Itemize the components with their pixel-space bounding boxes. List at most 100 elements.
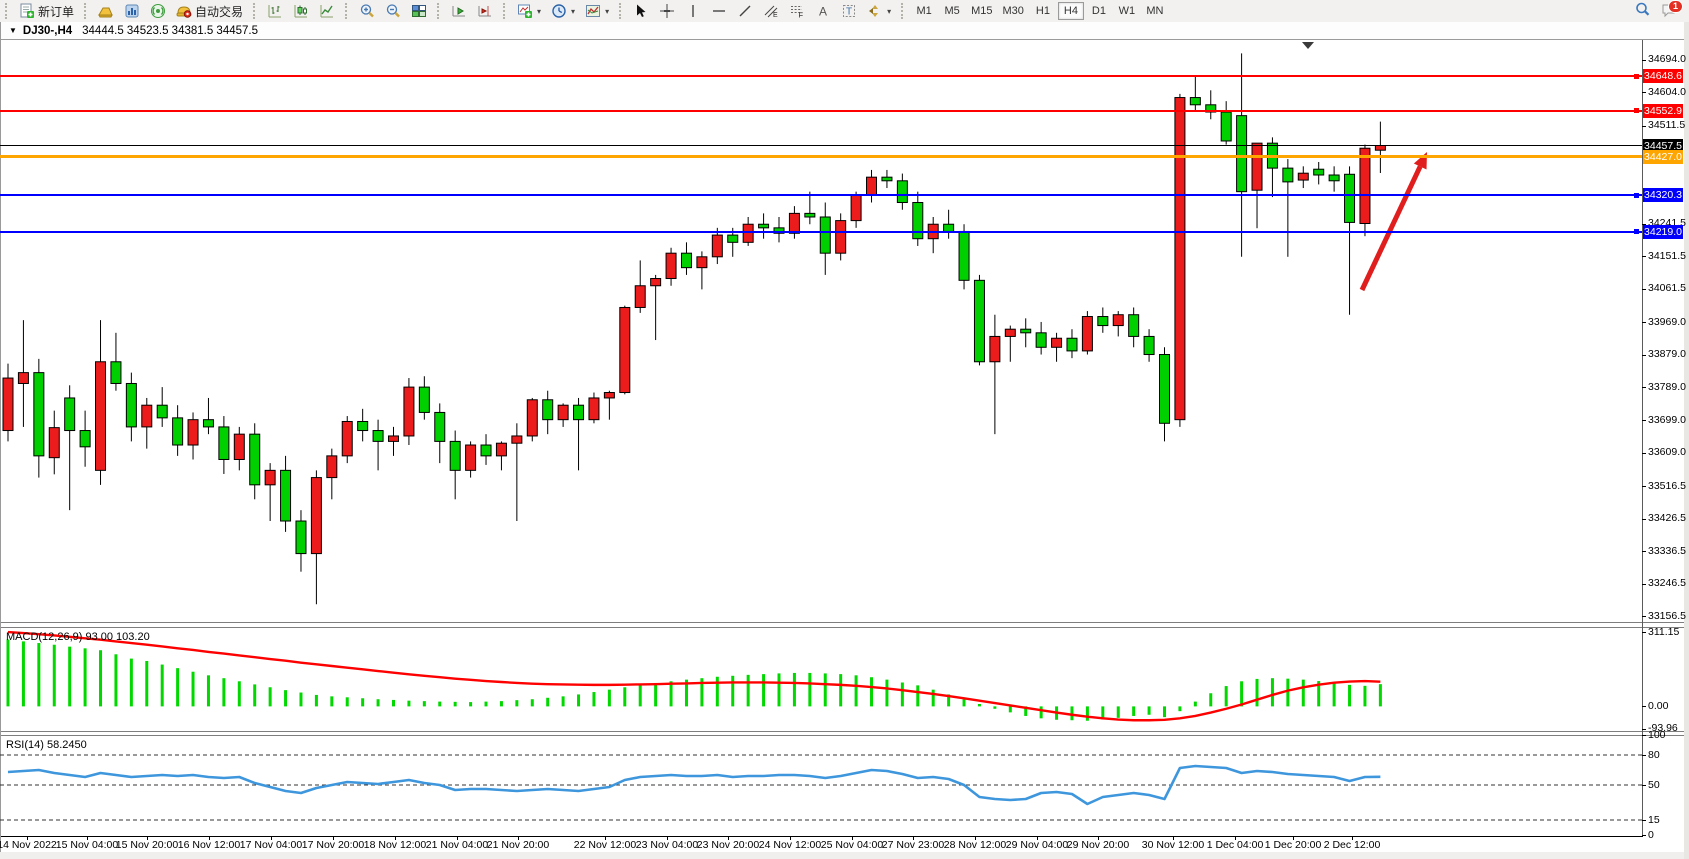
- timeframe-M30[interactable]: M30: [999, 2, 1028, 20]
- price-badge: 34427.0: [1643, 149, 1683, 164]
- price-axis-tick: [1642, 59, 1646, 61]
- time-axis-label: 30 Nov 12:00: [1141, 839, 1205, 851]
- main-toolbar: 新订单 自动交易 ▾ ▾ ▾ E F A T ▾: [0, 0, 1689, 23]
- resistance-line-2[interactable]: [0, 109, 1642, 112]
- support-line-2[interactable]: [0, 230, 1642, 233]
- toolbar-drag-handle[interactable]: [253, 3, 258, 19]
- timeframe-M1[interactable]: M1: [911, 2, 937, 20]
- macd-canvas[interactable]: [0, 628, 1643, 731]
- zoom-out-button[interactable]: [380, 1, 406, 21]
- line-chart-mode-button[interactable]: [314, 1, 340, 21]
- timeframe-H1[interactable]: H1: [1030, 2, 1056, 20]
- chart-title-bar[interactable]: ▼ DJ30-,H4 34444.5 34523.5 34381.5 34457…: [0, 22, 1689, 40]
- candle-up: [1251, 142, 1263, 191]
- signals-button[interactable]: [145, 1, 171, 21]
- tile-windows-button[interactable]: [406, 1, 432, 21]
- support-line-1[interactable]: [0, 194, 1642, 197]
- current-price-line[interactable]: [0, 145, 1642, 146]
- resistance-line-1[interactable]: [0, 75, 1642, 78]
- periods-button[interactable]: ▾: [546, 1, 580, 21]
- support-line-1-handle[interactable]: [1634, 192, 1639, 198]
- vertical-line-tool-button[interactable]: [680, 1, 706, 21]
- time-axis-tick: [913, 836, 914, 840]
- time-axis-border: [0, 836, 1643, 837]
- search-icon[interactable]: [1634, 1, 1651, 21]
- candle-up: [511, 435, 523, 444]
- new-order-button[interactable]: 新订单: [14, 1, 79, 21]
- toolbar-drag-handle[interactable]: [5, 3, 10, 19]
- candle-down: [295, 520, 307, 555]
- chart-dropdown-icon[interactable]: ▼: [9, 26, 17, 35]
- timeframe-W1[interactable]: W1: [1114, 2, 1140, 20]
- toolbar-drag-handle[interactable]: [503, 3, 508, 19]
- time-axis-label: 17 Nov 20:00: [301, 839, 365, 851]
- candle-up: [465, 444, 477, 471]
- candle-down: [249, 433, 261, 486]
- timeframe-MN[interactable]: MN: [1142, 2, 1168, 20]
- channel-tool-button[interactable]: E: [758, 1, 784, 21]
- rsi-label: RSI(14) 58.2450: [6, 739, 87, 751]
- label-tool-button[interactable]: T: [836, 1, 862, 21]
- auto-scroll-button[interactable]: [446, 1, 472, 21]
- new-chart-button[interactable]: ▾: [512, 1, 546, 21]
- profiles-button[interactable]: [93, 1, 119, 21]
- text-tool-button[interactable]: A: [810, 1, 836, 21]
- rsi-axis-tick: [1642, 735, 1646, 736]
- toolbar-right: 1: [1634, 0, 1684, 22]
- fibonacci-tool-button[interactable]: F: [784, 1, 810, 21]
- cursor-tool-button[interactable]: [628, 1, 654, 21]
- candle-up: [619, 306, 631, 394]
- panel-separator[interactable]: [0, 731, 1689, 736]
- panel-separator[interactable]: [0, 622, 1689, 628]
- toolbar-drag-handle[interactable]: [345, 3, 350, 19]
- toolbar-drag-handle[interactable]: [901, 3, 906, 19]
- zoom-in-button[interactable]: [354, 1, 380, 21]
- toolbar-drag-handle[interactable]: [84, 3, 89, 19]
- resistance-line-2-handle[interactable]: [1634, 108, 1639, 114]
- candle-up: [310, 477, 322, 555]
- time-axis-tick: [1352, 836, 1353, 840]
- time-axis-tick: [147, 836, 148, 840]
- arrows-tool-button[interactable]: ▾: [862, 1, 896, 21]
- horizontal-line-tool-button[interactable]: [706, 1, 732, 21]
- support-line-2-handle[interactable]: [1634, 229, 1639, 235]
- indicators-button[interactable]: ▾: [580, 1, 614, 21]
- time-axis-tick: [975, 836, 976, 840]
- timeframe-D1[interactable]: D1: [1086, 2, 1112, 20]
- timeframe-M5[interactable]: M5: [939, 2, 965, 20]
- notification-badge: 1: [1668, 0, 1684, 13]
- candle-down: [881, 176, 893, 182]
- svg-text:A: A: [819, 5, 827, 19]
- price-axis-label: 33336.5: [1648, 544, 1686, 557]
- candle-down: [896, 180, 908, 204]
- notifications-button[interactable]: 1: [1661, 0, 1684, 21]
- clock-icon: [551, 3, 567, 19]
- time-axis-tick: [1173, 836, 1174, 840]
- timeframe-M15[interactable]: M15: [967, 2, 996, 20]
- indicators-caret: ▾: [605, 6, 610, 16]
- crosshair-tool-button[interactable]: [654, 1, 680, 21]
- autotrading-button[interactable]: 自动交易: [171, 1, 248, 21]
- chart-shift-button[interactable]: [472, 1, 498, 21]
- time-axis-label: 29 Nov 20:00: [1066, 839, 1130, 851]
- candlestick-mode-button[interactable]: [288, 1, 314, 21]
- chart-symbol-timeframe: DJ30-,H4: [22, 24, 73, 37]
- main-chart-canvas[interactable]: [0, 40, 1643, 622]
- toolbar-drag-handle[interactable]: [619, 3, 624, 19]
- market-watch-button[interactable]: [119, 1, 145, 21]
- macd-axis-label: 0.00: [1648, 699, 1669, 712]
- price-badge: 34320.3: [1643, 188, 1683, 203]
- timeframe-H4[interactable]: H4: [1057, 2, 1084, 20]
- rsi-canvas[interactable]: [0, 736, 1643, 836]
- trendline-tool-button[interactable]: [732, 1, 758, 21]
- price-badge: 34219.0: [1643, 224, 1683, 239]
- toolbar-drag-handle[interactable]: [437, 3, 442, 19]
- candle-down: [1189, 97, 1201, 106]
- periods-caret: ▾: [571, 6, 576, 16]
- candle-up: [1374, 145, 1386, 151]
- bar-chart-mode-button[interactable]: [262, 1, 288, 21]
- candle-up: [1081, 316, 1093, 352]
- candle-up: [557, 404, 569, 421]
- resistance-line-1-handle[interactable]: [1634, 73, 1639, 79]
- orange-level-line[interactable]: [0, 155, 1642, 159]
